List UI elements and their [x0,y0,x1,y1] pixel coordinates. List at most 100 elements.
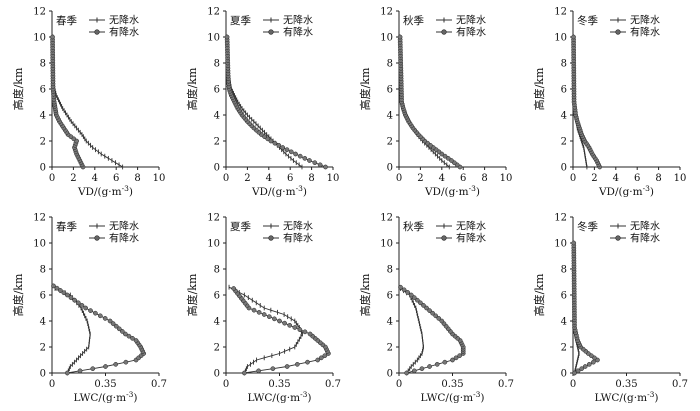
y-axis-label: 高度/km [532,273,546,316]
data-point-rain [414,297,420,303]
y-tick-label: 10 [33,239,46,250]
data-point-rain [572,370,577,376]
y-tick-label: 8 [387,59,393,70]
y-tick-label: 10 [380,239,393,250]
series-line-no-rain [226,36,303,168]
data-point-rain [294,361,300,367]
data-point-rain [116,326,122,332]
y-tick-label: 4 [40,317,46,328]
y-tick-label: 8 [387,265,393,276]
legend-marker-rain [615,29,621,35]
data-point-rain [231,286,236,291]
data-point-rain [280,145,286,150]
data-point-rain [434,361,440,367]
x-tick-label: 10 [674,173,687,184]
y-tick-label: 8 [561,265,567,276]
data-point-rain [251,307,257,313]
y-tick-label: 10 [33,33,46,44]
legend-marker-rain [268,29,274,35]
x-tick-label: 0 [223,379,229,390]
data-point-rain [404,370,409,376]
data-point-rain [591,359,596,365]
data-point-rain [586,361,592,367]
chart-panel-6: 0 2 4 6 8 10 12 0 0.35 0.7 LWC/(g·m-3) 高度/km 夏季 无降水有降… [185,213,341,405]
chart-panel-8: 0 2 4 6 8 10 12 0 0.35 0.7 LWC/(g·m-3) 高度/km 冬季 无降水有降… [532,213,688,405]
y-tick-label: 2 [214,137,220,148]
data-point-rain [123,359,129,365]
data-point-rain [397,34,403,40]
x-axis-label: LWC/(g·m-3) [74,390,138,404]
data-point-rain [442,359,448,365]
x-tick-label: 0.35 [615,379,637,390]
x-tick-label: 6 [634,173,640,184]
data-point-rain [398,284,403,290]
data-point-rain [266,314,272,320]
data-point-rain [123,331,128,337]
x-tick-label: 0.35 [94,379,116,390]
data-point-rain [113,323,119,329]
y-tick-label: 2 [40,343,46,354]
data-point-rain [119,329,125,334]
data-point-rain [64,370,70,376]
legend-label-rain: 有降水 [630,232,660,245]
data-point-rain [103,364,108,369]
data-point-rain [77,368,83,374]
x-tick-label: 0 [223,173,229,184]
data-point-rain [411,368,417,374]
y-tick-label: 8 [214,59,220,70]
data-point-rain [287,322,293,328]
data-point-rain [93,310,98,316]
y-tick-label: 0 [214,163,220,174]
data-point-rain [133,338,139,343]
y-tick-label: 4 [214,111,220,122]
data-point-rain [262,134,267,140]
series-line-rain [53,285,145,374]
y-tick-label: 4 [387,111,393,122]
data-point-rain [436,316,442,321]
data-point-rain [421,303,426,308]
y-tick-label: 12 [380,213,393,224]
x-tick-label: 10 [327,173,340,184]
y-axis-label: 高度/km [11,273,25,316]
legend-label-no-rain: 无降水 [109,14,139,27]
data-point-rain [457,353,462,359]
x-tick-label: 4 [92,173,98,184]
data-point-rain [284,364,290,369]
y-tick-label: 10 [554,33,567,44]
data-point-rain [268,138,274,144]
x-axis-label: LWC/(g·m-3) [248,390,312,404]
x-tick-label: 4 [613,173,619,184]
x-tick-label: 0 [49,379,55,390]
data-point-rain [97,313,103,319]
data-point-rain [297,153,303,159]
legend-label-rain: 有降水 [283,232,313,245]
data-point-rain [107,318,113,324]
legend-label-no-rain: 无降水 [630,14,660,27]
y-tick-label: 6 [214,291,220,302]
legend-marker-rain [441,235,447,241]
y-tick-label: 2 [561,343,567,354]
y-axis-label: 高度/km [358,67,372,110]
y-tick-label: 0 [387,163,393,174]
y-tick-label: 12 [554,213,567,224]
y-tick-label: 2 [387,343,393,354]
legend-label-no-rain: 无降水 [283,14,313,27]
legend-label-rain: 有降水 [109,232,139,245]
y-tick-label: 6 [561,85,567,96]
legend-label-no-rain: 无降水 [456,220,486,233]
data-point-rain [419,366,425,372]
y-tick-label: 8 [214,265,220,276]
y-tick-label: 6 [561,291,567,302]
x-tick-label: 6 [287,173,293,184]
x-tick-label: 0.35 [268,379,290,390]
season-label: 春季 [56,221,77,233]
season-label: 春季 [56,15,77,27]
legend-marker-rain [615,235,621,241]
data-point-rain [427,364,432,369]
data-point-rain [292,325,298,330]
x-tick-label: 10 [153,173,166,184]
